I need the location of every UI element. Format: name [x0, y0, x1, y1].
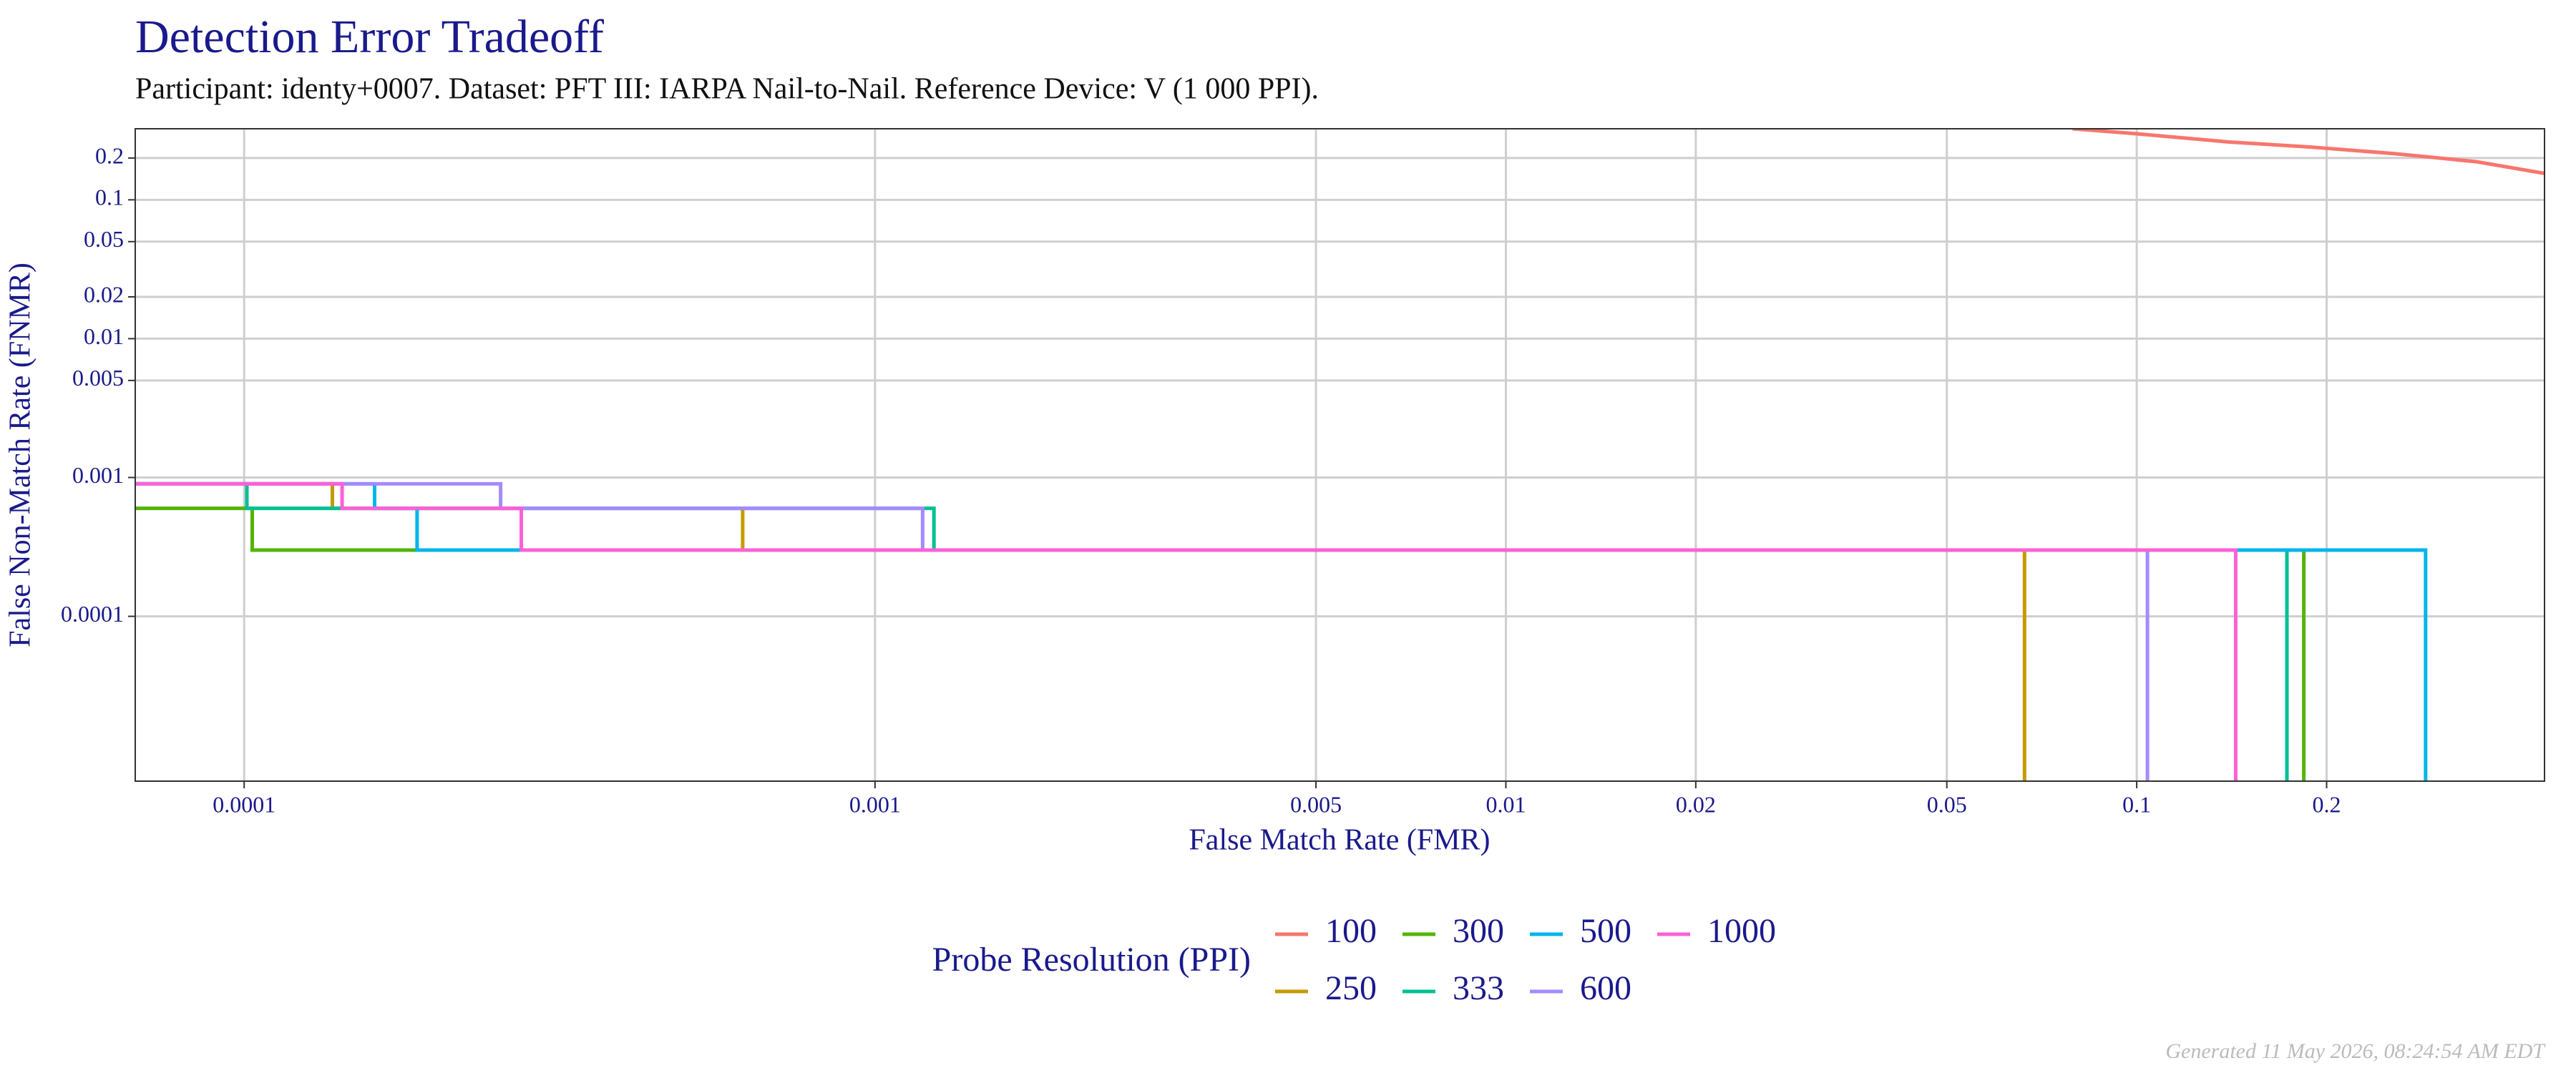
x-tick-label: 0.01 [1485, 791, 1526, 817]
x-tick-label: 0.05 [1927, 791, 1967, 817]
legend-title: Probe Resolution (PPI) [932, 941, 1251, 979]
legend-label: 500 [1580, 912, 1631, 950]
x-tick-label: 0.1 [2122, 791, 2151, 817]
legend-label: 1000 [1707, 912, 1776, 950]
x-tick-label: 0.2 [2313, 791, 2341, 817]
x-tick-label: 0.005 [1290, 791, 1342, 817]
x-tick-label: 0.0001 [213, 791, 275, 817]
y-tick-label: 0.1 [95, 185, 124, 210]
plot-lines [135, 129, 2545, 781]
legend-label: 333 [1453, 969, 1504, 1007]
legend-label: 100 [1325, 912, 1377, 950]
chart-subtitle: Participant: identy+0007. Dataset: PFT I… [135, 73, 1319, 106]
y-tick-label: 0.01 [84, 323, 124, 349]
legend-label: 300 [1453, 912, 1504, 950]
x-tick-label: 0.02 [1676, 791, 1716, 817]
series-line [135, 481, 2238, 781]
legend: 100 250 300 333 500 600 1000 [1275, 912, 1776, 1007]
footer: Generated 11 May 2026, 08:24:54 AM EDT [2165, 1039, 2546, 1063]
legend-label: 250 [1325, 969, 1377, 1007]
y-axis-title: False Non-Match Rate (FNMR) [4, 263, 37, 647]
x-axis-title: False Match Rate (FMR) [1189, 824, 1490, 857]
series-line [135, 506, 2306, 781]
plot-border [135, 128, 2545, 782]
y-tick-label: 0.02 [84, 281, 124, 307]
legend-label: 600 [1580, 969, 1631, 1007]
series-line [2072, 129, 2545, 175]
y-tick-label: 0.05 [84, 226, 124, 252]
x-tick-label: 0.001 [849, 791, 901, 817]
y-tick-label: 0.0001 [61, 601, 124, 627]
chart-title: Detection Error Tradeoff [135, 11, 604, 63]
y-tick-label: 0.001 [72, 462, 124, 488]
y-tick-label: 0.2 [95, 142, 124, 168]
axes: 0.0001 0.001 0.005 0.01 0.02 0.05 0.1 0.2 0.0001… [61, 142, 2341, 817]
y-tick-label: 0.005 [72, 365, 124, 391]
grid [135, 129, 2545, 781]
